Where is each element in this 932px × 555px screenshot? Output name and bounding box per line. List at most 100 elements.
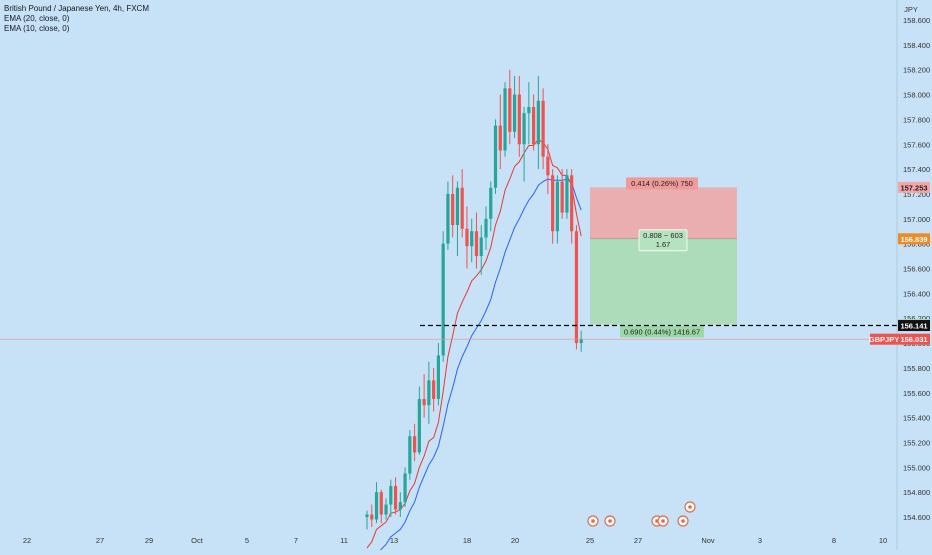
ema20-line[interactable] [367,178,582,555]
candle[interactable] [512,75,517,139]
price-tick-label: 155.000 [903,463,930,472]
event-marker-icon[interactable] [677,515,689,527]
marker-dot [688,505,692,509]
candle[interactable] [508,69,512,145]
event-marker-icon[interactable] [587,515,599,527]
marker-dot [661,519,665,523]
candle[interactable] [555,175,559,244]
candle-body [493,125,498,188]
candle-body [536,100,540,145]
candle[interactable] [493,119,498,194]
candle[interactable] [393,477,398,515]
candle[interactable] [546,144,550,194]
candle[interactable] [565,169,569,219]
price-tick-label: 156.600 [903,265,930,274]
date-tick-label: 5 [245,536,249,545]
candle-body [551,175,555,232]
candle[interactable] [403,467,407,508]
candle-body [570,175,574,232]
ema10-line[interactable] [366,138,582,549]
stop-price-badge[interactable]: 157.253 [898,181,930,193]
current-price-badge[interactable]: 156.031 [898,333,930,345]
legend-ema20[interactable]: EMA (20, close, 0) [4,14,70,23]
candle-body [470,231,474,247]
candle[interactable] [570,169,574,244]
candle[interactable] [441,231,445,362]
reward-label[interactable]: 0.690 (0.44%) 1416.67 [620,325,704,338]
candle[interactable] [551,169,555,244]
candle-body [460,187,464,229]
level-price-badge[interactable]: 156.141 [898,320,930,332]
candle[interactable] [460,169,464,238]
candle[interactable] [432,367,436,412]
candle-body [565,175,569,213]
legend-title[interactable]: British Pound / Japanese Yen, 4h, FXCM [4,4,149,13]
candle-body [417,398,421,453]
candle[interactable] [408,430,412,480]
entry-price-badge[interactable]: 156.839 [898,233,930,245]
candle[interactable] [560,169,564,219]
candle[interactable] [536,75,540,170]
reward-zone[interactable] [590,238,737,325]
candle-body [370,514,374,520]
event-marker-icon[interactable] [657,515,669,527]
candle-body [503,88,507,151]
candle[interactable] [498,94,502,170]
candle[interactable] [484,206,488,250]
candle[interactable] [389,479,393,517]
candle[interactable] [365,510,369,530]
risk-label[interactable]: 0.414 (0.26%) 750 [626,177,698,190]
candle-body [379,492,383,515]
event-marker-icon[interactable] [604,515,616,527]
candle[interactable] [413,423,417,462]
candle[interactable] [436,343,440,406]
candle[interactable] [489,181,493,232]
candle[interactable] [474,212,479,269]
candle[interactable] [417,386,421,455]
price-tick-label: 158.600 [903,16,930,25]
candle[interactable] [517,75,521,157]
candle-body [541,100,545,157]
candle[interactable] [374,482,379,524]
marker-dot [681,519,685,523]
candle[interactable] [579,330,583,352]
risk-label-bg [626,177,698,190]
price-tick-label: 154.800 [903,488,930,497]
candle[interactable] [379,489,383,524]
event-marker-icon[interactable] [684,501,696,513]
candle[interactable] [479,225,483,275]
candle[interactable] [427,361,431,424]
candle[interactable] [398,492,402,517]
candle[interactable] [470,218,474,263]
candle[interactable] [503,82,507,157]
candle[interactable] [465,206,469,269]
price-tick-label: 156.200 [903,314,930,323]
entry-price-badge-bg [898,233,930,245]
candle[interactable] [522,106,526,182]
price-tick-label: 155.600 [903,389,930,398]
legend-ema10[interactable]: EMA (10, close, 0) [4,24,70,33]
candle[interactable] [370,504,374,527]
candle-body [389,485,393,505]
ratio-label-bg [638,229,688,252]
candle-body [517,94,521,145]
date-tick-label: 18 [463,536,471,545]
symbol-badge[interactable]: GBPJPY [869,333,899,345]
candle[interactable] [455,181,460,257]
candle[interactable] [574,225,579,350]
candle[interactable] [532,94,536,151]
candle-body [474,231,479,257]
price-tick-label: 155.400 [903,414,930,423]
candle[interactable] [446,181,450,250]
candle[interactable] [451,175,455,238]
candle[interactable] [422,374,426,418]
candle[interactable] [541,88,545,170]
candle[interactable] [527,82,531,145]
price-tick-label: 154.600 [903,513,930,522]
candle[interactable] [384,498,388,520]
candle-body [408,436,412,474]
